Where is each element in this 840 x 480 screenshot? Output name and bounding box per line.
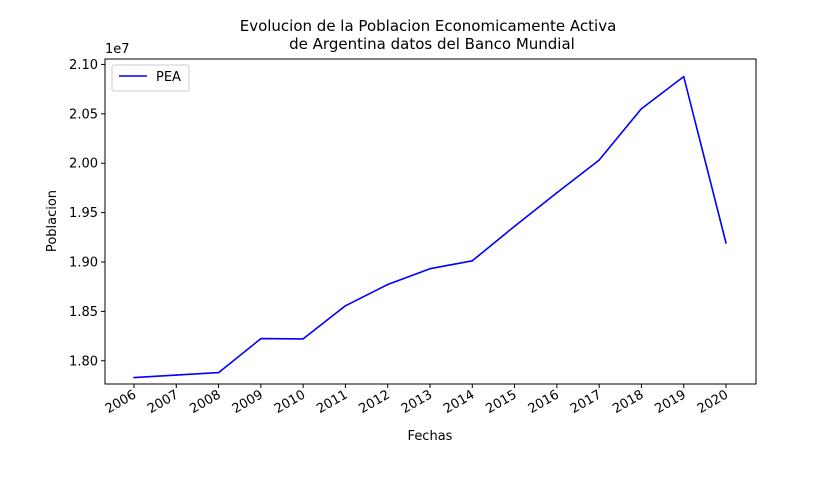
data-point: [725, 242, 727, 244]
y-tick-label: 2.05: [69, 107, 98, 122]
x-tick-label: 2010: [272, 387, 308, 417]
y-axis-label: Poblacion: [45, 190, 60, 252]
series-layer: [133, 75, 727, 379]
x-tick-label: 2011: [314, 387, 350, 417]
legend-label: PEA: [156, 70, 181, 85]
chart-title-line2: de Argentina datos del Banco Mundial: [289, 35, 575, 53]
y-tick-label: 1.80: [69, 354, 98, 369]
y-tick-label: 1.95: [69, 206, 98, 221]
x-tick-label: 2007: [145, 387, 181, 417]
data-point: [429, 267, 431, 270]
data-point: [260, 337, 262, 340]
x-tick-label: 2008: [187, 387, 223, 417]
data-point: [344, 304, 347, 307]
data-point: [640, 107, 643, 110]
x-axis-label: Fechas: [408, 429, 453, 444]
x-tick-label: 2017: [568, 387, 604, 417]
y-tick-label: 2.00: [69, 157, 98, 172]
x-tick-label: 2013: [399, 387, 435, 417]
y-tick-label: 1.90: [69, 256, 98, 271]
x-tick-label: 2018: [610, 387, 646, 417]
x-tick-label: 2020: [695, 387, 731, 417]
data-point: [386, 283, 389, 286]
data-point: [598, 159, 600, 161]
chart-title-line1: Evolucion de la Poblacion Economicamente…: [240, 17, 617, 35]
x-axis: 2006 2007 2008 2009 2010 2011 2012 2013 2014 2015…: [103, 384, 731, 417]
x-tick-label: 2019: [653, 387, 689, 417]
x-tick-label: 2015: [483, 387, 519, 417]
data-point: [682, 75, 685, 78]
x-tick-label: 2014: [441, 387, 477, 417]
data-point: [217, 371, 220, 374]
data-point: [302, 338, 304, 340]
data-point: [133, 376, 135, 379]
data-point: [513, 225, 516, 228]
y-tick-label: 1.85: [69, 305, 98, 320]
y-axis: 1.80 1.85 1.90 1.95 2.00 2.05 2.10: [69, 58, 105, 369]
x-tick-label: 2012: [357, 387, 393, 417]
x-tick-label: 2009: [230, 387, 266, 417]
y-offset-label: 1e7: [105, 42, 130, 57]
plot-area-frame: [104, 58, 757, 385]
legend-box: [111, 64, 190, 92]
series-line-pea: [133, 75, 727, 379]
x-tick-label: 2016: [526, 387, 562, 417]
y-tick-label: 2.10: [69, 58, 98, 73]
legend: PEA: [111, 64, 190, 92]
x-tick-label: 2006: [103, 387, 139, 417]
data-point: [556, 191, 558, 194]
data-point: [471, 260, 474, 262]
data-point: [175, 374, 178, 376]
